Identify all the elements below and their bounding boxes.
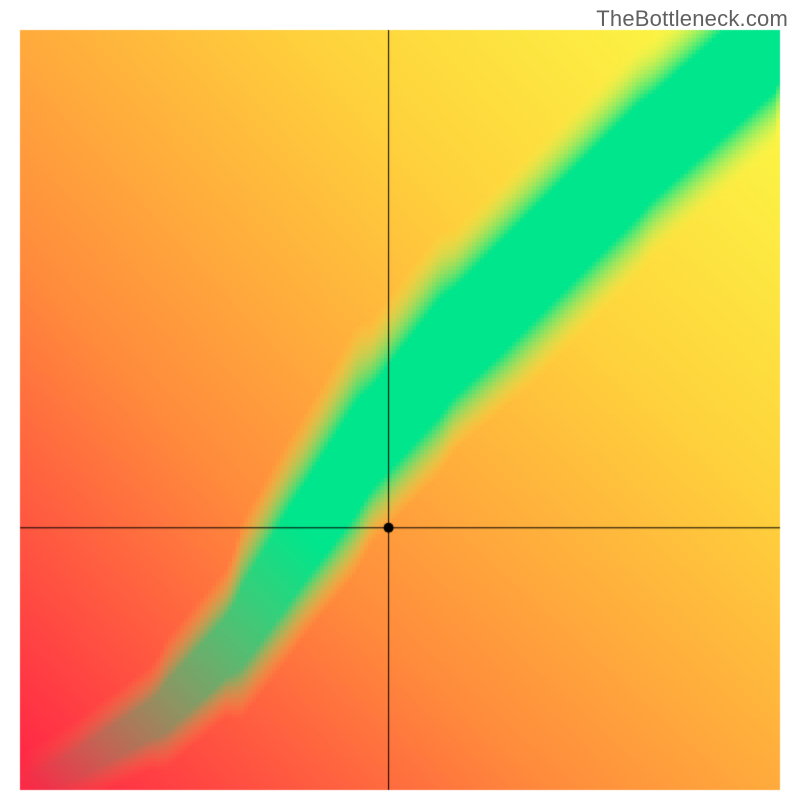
watermark-text: TheBottleneck.com: [596, 6, 788, 32]
heatmap-canvas: [0, 0, 800, 800]
chart-container: TheBottleneck.com: [0, 0, 800, 800]
